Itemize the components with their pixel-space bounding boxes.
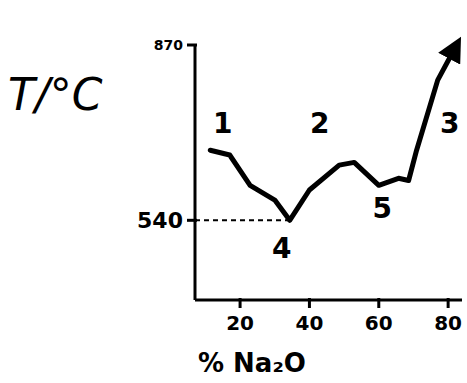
x-tick-label: 60 <box>365 311 393 335</box>
annotation: 3 <box>440 107 459 140</box>
x-tick <box>239 298 242 308</box>
annotation: 5 <box>373 192 392 225</box>
reference-line <box>195 219 290 221</box>
y-tick-label: 870 <box>154 37 183 53</box>
y-axis-label: T/°C <box>8 69 103 120</box>
annotation: 2 <box>310 107 329 140</box>
x-axis-label: % Na₂O <box>198 348 306 378</box>
data-line <box>210 48 455 221</box>
x-tick <box>447 298 450 308</box>
chart-root: 540 870 20 40 60 80 T/°C % Na₂O 1 2 3 4 5 <box>0 0 467 383</box>
x-tick-label: 80 <box>434 311 462 335</box>
x-tick <box>377 298 380 308</box>
x-axis <box>195 299 462 302</box>
y-tick <box>187 44 197 47</box>
y-axis <box>194 45 197 300</box>
plot-area <box>210 48 455 221</box>
annotation: 4 <box>272 232 291 265</box>
x-tick-label: 20 <box>226 311 254 335</box>
chart: 540 870 20 40 60 80 T/°C % Na₂O 1 2 3 4 5 <box>0 0 467 383</box>
x-tick-label: 40 <box>296 311 324 335</box>
x-tick <box>308 298 311 308</box>
y-tick-label: 540 <box>137 208 183 233</box>
annotation: 1 <box>213 107 232 140</box>
